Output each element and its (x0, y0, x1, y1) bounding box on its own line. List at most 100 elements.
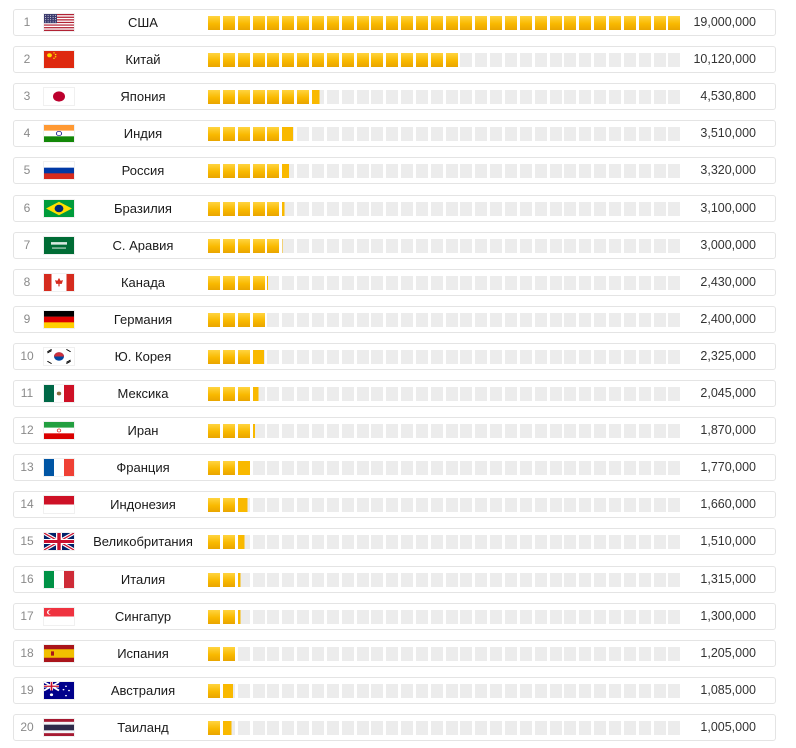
bar-segment (549, 312, 562, 327)
rank-label: 5 (23, 163, 31, 178)
bar-segment (415, 387, 428, 401)
bar-segment (638, 387, 651, 401)
bar-segment (505, 387, 517, 401)
bar-segment (297, 275, 310, 290)
bar-segment (297, 424, 310, 439)
bar-segment (594, 201, 607, 216)
bar-segment (267, 238, 280, 253)
table-row: 19 Австралия 1,085,000 (13, 676, 776, 704)
bar-segment (222, 16, 235, 30)
bar-segment (534, 683, 547, 698)
bar-segment (594, 16, 607, 30)
value-label: 1,315,000 (700, 571, 756, 586)
bar-segment (401, 646, 414, 661)
bar-segment (222, 90, 235, 105)
bar-segment (653, 90, 666, 105)
bar-segment (490, 424, 503, 439)
bar-segment (297, 312, 310, 327)
bar-segment (668, 53, 681, 68)
bar-segment (668, 275, 681, 290)
bar-segment (445, 498, 458, 513)
bar-segment (430, 127, 443, 142)
bar-segment (653, 535, 666, 550)
country-label: Россия (121, 163, 165, 179)
bar-segment (401, 164, 414, 179)
bar-segment (401, 275, 414, 290)
bar-segment (401, 90, 414, 105)
bar-segment (252, 16, 265, 30)
bar-segment (638, 275, 651, 290)
bar-segment (623, 238, 636, 253)
country-label: Таиланд (117, 719, 169, 735)
bar-segment (267, 312, 280, 327)
bar-segment (356, 609, 369, 624)
bar-segment (475, 646, 488, 661)
country-label: Бразилия (114, 200, 172, 216)
bar-segment (341, 164, 354, 179)
flag-uk-icon (44, 533, 74, 551)
value-label: 1,205,000 (700, 645, 756, 660)
bar-segment (638, 90, 651, 105)
bar-segment (638, 572, 651, 587)
country-label: США (128, 15, 158, 30)
table-row: 11 Мексика 2,045,000 (13, 380, 776, 407)
bar-segment (579, 349, 592, 364)
bar-segment (638, 535, 651, 550)
bar-segment (519, 312, 532, 327)
bar-segment (638, 127, 651, 142)
bar-segment (282, 572, 295, 587)
bar-segment (579, 572, 592, 587)
bar-segment (594, 498, 607, 513)
bar-segment (430, 164, 443, 179)
bar-segment (356, 349, 369, 364)
bar-segment (579, 238, 592, 253)
bar-segment (252, 127, 265, 142)
table-row: 14 Индонезия 1,660,000 (13, 491, 776, 519)
bar-segment (371, 609, 384, 624)
bar-segment (668, 498, 681, 513)
bar-segment (519, 461, 532, 476)
rank-label: 10 (20, 348, 34, 363)
value-label: 2,430,000 (700, 274, 756, 289)
bar-segment (282, 349, 295, 364)
bar-segment (445, 275, 458, 290)
bar-segment (519, 275, 532, 290)
bar-segment (475, 90, 488, 105)
bar-segment (297, 238, 310, 253)
bar-segment (430, 498, 443, 513)
bar-segment (386, 201, 399, 216)
country-label: Италия (120, 571, 166, 587)
bar-segment (208, 238, 220, 253)
flag-saudi-arabia-icon (44, 236, 74, 254)
bar-segment (594, 349, 607, 364)
rank-label: 6 (23, 200, 31, 215)
bar-segment (623, 164, 636, 179)
bar-segment (326, 535, 339, 550)
bar-segment (252, 498, 265, 513)
flag-japan-icon (44, 88, 74, 106)
bar-segment (326, 90, 339, 105)
bar-segment (475, 312, 488, 327)
bar-segment (445, 16, 458, 30)
bar-segment (623, 424, 636, 439)
bar-segment (638, 424, 651, 439)
bar-segment (341, 16, 354, 30)
bar-segment (371, 164, 384, 179)
bar-segment (222, 461, 235, 476)
bar-segment (430, 424, 443, 439)
bar-segment (534, 461, 547, 476)
bar-segment (653, 275, 666, 290)
bar-segment (653, 164, 666, 179)
bar-segment (297, 461, 310, 476)
bar-segment (282, 387, 295, 401)
country-label: Ю. Корея (114, 348, 172, 364)
value-bar (208, 16, 684, 30)
bar-segment (460, 424, 473, 439)
bar-segment (445, 424, 458, 439)
bar-segment (371, 53, 384, 68)
bar-segment (356, 498, 369, 513)
value-bar (208, 238, 684, 253)
bar-segment (608, 16, 621, 30)
bar-segment (579, 609, 592, 624)
table-row: 12 Иран 1,870,000 (13, 417, 776, 445)
